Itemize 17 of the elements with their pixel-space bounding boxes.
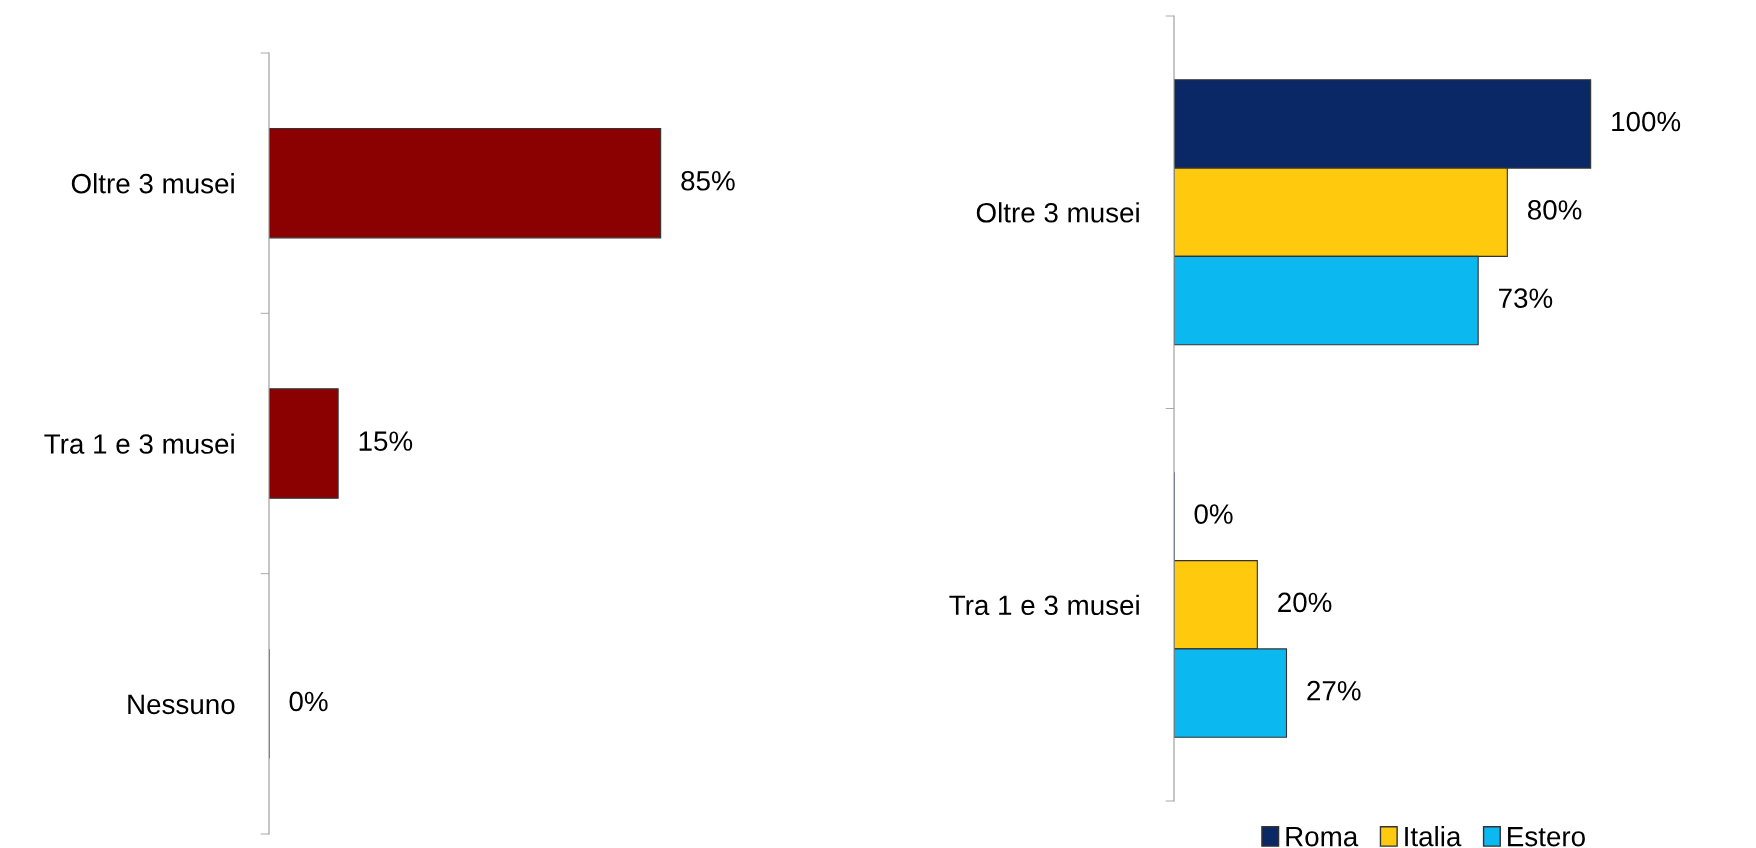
data-label: 20% bbox=[1278, 592, 1332, 613]
y-tick-label: Oltre 3 musei bbox=[71, 173, 234, 194]
data-label: 27% bbox=[1307, 680, 1361, 701]
data-label: 15% bbox=[359, 431, 413, 451]
data-label: 73% bbox=[1499, 288, 1553, 309]
legend-label: Roma bbox=[1286, 827, 1359, 847]
y-tick-label: Tra 1 e 3 musei bbox=[949, 594, 1139, 616]
y-tick-label: Tra 1 e 3 musei bbox=[44, 433, 234, 454]
data-label: 0% bbox=[289, 691, 328, 712]
data-label: 80% bbox=[1527, 200, 1582, 220]
data-label: 100% bbox=[1612, 111, 1681, 132]
y-tick-label: Nessuno bbox=[128, 694, 235, 715]
y-tick-label: Oltre 3 musei bbox=[976, 202, 1139, 223]
data-label: 0% bbox=[1194, 504, 1233, 524]
legend-label: Italia bbox=[1405, 826, 1462, 847]
legend-label: Estero bbox=[1508, 827, 1585, 847]
data-label: 85% bbox=[681, 170, 735, 191]
